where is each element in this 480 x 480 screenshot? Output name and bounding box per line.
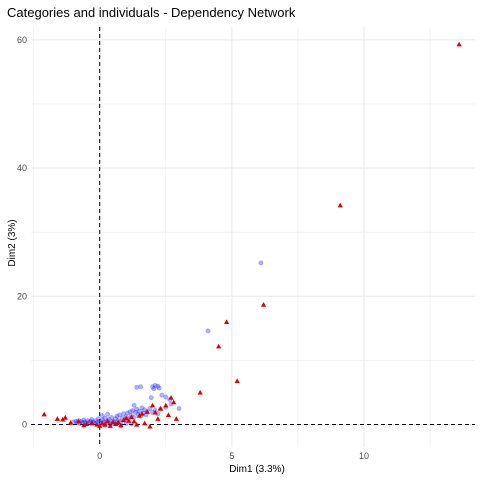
category-point — [107, 423, 113, 428]
category-point — [155, 416, 161, 421]
individual-point — [148, 395, 154, 401]
individual-point — [95, 416, 101, 422]
category-point — [68, 420, 74, 425]
individual-point — [147, 406, 153, 411]
individual-point — [134, 384, 140, 390]
grid-lines — [31, 27, 475, 447]
category-point — [144, 409, 150, 414]
individual-point — [151, 386, 157, 392]
individual-point — [205, 328, 211, 334]
individual-point — [142, 407, 148, 413]
individual-point — [139, 405, 145, 411]
individual-point — [134, 406, 140, 412]
category-point — [157, 405, 164, 411]
category-point — [120, 417, 127, 423]
y-axis-title: Dim2 (3%) — [7, 219, 18, 266]
category-point — [123, 415, 129, 421]
y-tick-label: 20 — [17, 291, 27, 301]
individual-point — [258, 260, 264, 266]
y-tick-label: 40 — [17, 163, 27, 173]
data-points — [41, 41, 462, 429]
category-point — [60, 416, 66, 422]
individual-point — [121, 411, 126, 417]
x-tick-label: 0 — [97, 451, 102, 461]
category-point — [149, 402, 156, 408]
tick-labels: 0 5 10 0 20 40 60 — [17, 35, 369, 461]
category-point — [165, 412, 172, 418]
chart-title: Categories and individuals - Dependency … — [7, 5, 296, 20]
individual-point — [159, 392, 165, 398]
category-point — [223, 319, 230, 325]
category-point — [337, 202, 343, 208]
individual-point — [130, 408, 136, 413]
individual-point — [93, 418, 99, 424]
category-point — [152, 409, 158, 415]
category-point — [260, 302, 267, 307]
individual-point — [138, 384, 144, 390]
category-point — [173, 416, 179, 421]
category-point — [118, 422, 124, 428]
individual-point — [150, 384, 156, 390]
individual-point — [105, 411, 111, 417]
individual-point — [109, 415, 115, 420]
category-point — [81, 422, 87, 428]
category-point — [216, 343, 222, 349]
individual-point — [155, 383, 161, 389]
category-point — [139, 411, 145, 416]
individual-point — [152, 382, 158, 388]
category-point — [171, 399, 177, 405]
category-point — [97, 423, 103, 428]
category-point — [41, 411, 47, 417]
category-point — [234, 378, 240, 384]
y-tick-label: 60 — [17, 35, 27, 45]
category-point — [131, 418, 137, 424]
individual-point — [125, 410, 130, 416]
individual-point — [114, 413, 120, 419]
x-tick-label: 5 — [229, 451, 234, 461]
category-point — [94, 421, 100, 427]
category-point — [62, 414, 68, 420]
individual-point — [127, 409, 133, 415]
individual-point — [117, 412, 122, 418]
category-point — [102, 421, 108, 427]
category-point — [115, 419, 121, 425]
individual-point — [102, 415, 108, 421]
category-point — [54, 416, 61, 421]
category-point — [83, 421, 90, 426]
individual-point — [163, 394, 169, 400]
category-point — [99, 420, 105, 426]
category-point — [128, 414, 135, 419]
category-point — [456, 41, 462, 47]
individual-point — [132, 409, 138, 415]
x-tick-label: 10 — [359, 451, 369, 461]
category-point — [75, 418, 82, 424]
individual-point — [113, 416, 119, 422]
individual-point — [81, 417, 87, 423]
category-point — [147, 423, 153, 429]
category-point — [136, 412, 142, 418]
category-point — [105, 418, 111, 424]
category-point — [197, 389, 203, 395]
individual-point — [131, 402, 137, 408]
individual-point — [156, 385, 162, 391]
category-point — [168, 395, 174, 400]
x-axis-title: Dim1 (3.3%) — [229, 464, 285, 475]
category-point — [163, 402, 169, 408]
category-point — [126, 418, 132, 423]
category-point — [110, 419, 116, 425]
individual-point — [99, 413, 105, 419]
category-point — [142, 420, 148, 426]
category-point — [112, 421, 119, 426]
category-point — [134, 421, 140, 427]
category-point — [89, 420, 95, 425]
individual-point — [176, 406, 182, 411]
y-tick-label: 0 — [22, 420, 27, 430]
